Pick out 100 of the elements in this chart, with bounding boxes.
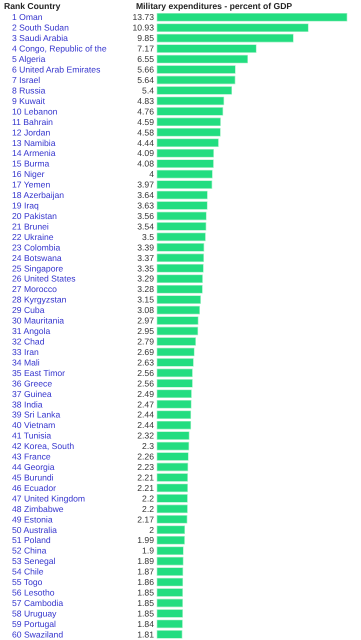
data-label: 10.93 <box>132 22 154 33</box>
bar <box>156 556 184 566</box>
y-tick-label: 59 Portugal <box>12 618 56 629</box>
y-tick-label: 18 Azerbaijan <box>12 190 64 200</box>
data-label: 2.79 <box>137 336 154 346</box>
bar <box>156 44 257 53</box>
data-label: 3.28 <box>137 284 154 294</box>
bar <box>156 274 203 283</box>
y-tick-label: 34 Mali <box>12 357 40 368</box>
bar <box>156 264 204 272</box>
bar <box>156 348 195 356</box>
y-tick-label: 25 Singapore <box>12 263 64 274</box>
y-tick-label: 39 Sri Lanka <box>12 410 60 420</box>
y-tick-label: 3 Saudi Arabia <box>12 33 68 44</box>
data-label: 3.5 <box>142 232 154 242</box>
bar <box>156 567 184 576</box>
bar <box>156 410 192 419</box>
bar <box>156 254 204 262</box>
y-tick-label: 58 Uruguay <box>12 608 58 618</box>
data-label: 1.84 <box>137 618 154 629</box>
data-label: 3.39 <box>137 242 154 252</box>
y-tick-label: 44 Georgia <box>12 462 55 472</box>
data-label: 5.64 <box>137 74 154 85</box>
data-label: 2.32 <box>137 430 154 441</box>
bar <box>156 609 183 618</box>
data-label: 4 <box>149 169 154 180</box>
data-label: 4.08 <box>137 158 154 169</box>
y-tick-label: 36 Greece <box>12 378 52 388</box>
y-tick-label: 23 Colombia <box>12 242 60 252</box>
y-tick-label: 9 Kuwait <box>12 96 46 106</box>
data-label: 3.64 <box>137 190 154 200</box>
data-label: 3.15 <box>137 294 154 305</box>
data-label: 9.85 <box>137 33 154 44</box>
bar <box>156 452 189 461</box>
data-label: 3.37 <box>137 252 154 263</box>
bar <box>156 86 232 95</box>
y-tick-label: 2 South Sudan <box>12 22 70 33</box>
bar <box>156 494 188 503</box>
y-tick-label: 47 United Kingdom <box>12 493 86 504</box>
bar <box>156 107 224 116</box>
bar <box>156 431 190 440</box>
chart-title: Military expenditures - percent of GDP <box>136 1 292 11</box>
data-label: 1.85 <box>137 598 154 608</box>
y-tick-label: 17 Yemen <box>12 180 50 190</box>
y-tick-label: 22 Ukraine <box>12 232 54 242</box>
bar <box>156 159 214 168</box>
y-tick-label: 52 China <box>12 546 47 556</box>
bar <box>156 118 221 126</box>
data-label: 2.49 <box>137 388 154 399</box>
data-label: 3.56 <box>137 210 154 221</box>
bar <box>156 358 194 367</box>
bar <box>156 34 294 42</box>
data-label: 2.69 <box>137 346 154 357</box>
y-tick-label: 54 Chile <box>12 566 44 577</box>
data-label: 13.73 <box>132 12 154 22</box>
y-tick-label: 37 Guinea <box>12 388 52 399</box>
bar <box>156 316 198 325</box>
bar <box>156 484 188 492</box>
data-label: 2.63 <box>137 357 154 368</box>
y-tick-label: 10 Lebanon <box>12 106 58 116</box>
data-label: 2.2 <box>142 504 154 514</box>
y-tick-label: 15 Burma <box>12 158 50 169</box>
bar <box>156 190 208 200</box>
y-tick-label: 56 Lesotho <box>12 588 55 598</box>
data-label: 4.44 <box>137 138 154 148</box>
y-tick-label: 8 Russia <box>12 85 46 96</box>
data-label: 1.89 <box>137 556 154 566</box>
bar <box>156 148 214 158</box>
bar <box>156 295 201 304</box>
y-tick-label: 12 Jordan <box>12 127 50 138</box>
y-tick-label: 46 Ecuador <box>12 482 56 493</box>
data-label: 7.17 <box>137 44 154 54</box>
bar <box>156 222 206 231</box>
data-label: 2.44 <box>137 410 154 420</box>
data-label: 2.2 <box>142 493 154 504</box>
data-label: 3.97 <box>137 180 154 190</box>
bar <box>156 515 188 524</box>
y-tick-label: 30 Mauritania <box>12 316 64 326</box>
bar <box>156 180 212 189</box>
y-tick-label: 42 Korea, South <box>12 441 74 452</box>
y-tick-label: 24 Botswana <box>12 252 62 263</box>
y-tick-label: 19 Iraq <box>12 200 39 211</box>
bar <box>156 442 190 450</box>
data-label: 2.56 <box>137 368 154 378</box>
bar <box>156 170 213 178</box>
data-label: 2 <box>149 524 154 535</box>
bar <box>156 243 204 252</box>
y-tick-label: 16 Niger <box>12 169 45 180</box>
y-tick-label: 21 Brunei <box>12 221 49 232</box>
data-label: 1.86 <box>137 577 154 588</box>
y-tick-label: 13 Namibia <box>12 138 56 148</box>
bar <box>156 128 221 137</box>
bar <box>156 368 193 378</box>
data-label: 3.63 <box>137 200 154 211</box>
data-label: 3.54 <box>137 221 154 232</box>
y-tick-label: 26 United States <box>12 274 76 284</box>
y-tick-label: 29 Cuba <box>12 305 45 316</box>
bar <box>156 390 192 398</box>
bar <box>156 54 248 64</box>
data-label: 4.83 <box>137 96 154 106</box>
